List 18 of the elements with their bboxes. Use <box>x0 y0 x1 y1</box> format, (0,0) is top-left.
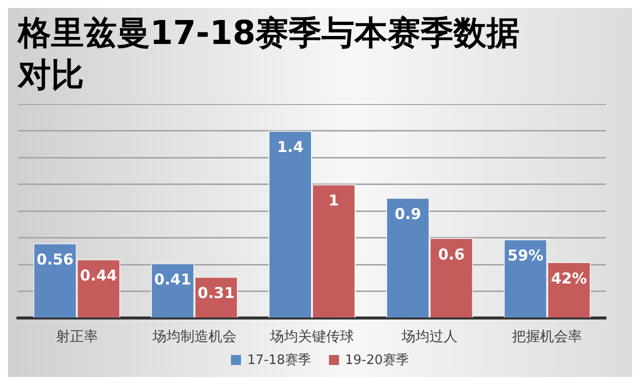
x-tick-label: 场均关键传球 <box>269 329 354 346</box>
data-label: 59% <box>507 246 544 265</box>
data-label: 0.6 <box>438 245 465 264</box>
data-label: 0.9 <box>394 205 422 224</box>
chart-title: 格里兹曼17-18赛季与本赛季数据对比 <box>18 12 521 96</box>
x-tick-label: 场均制造机会 <box>151 329 236 346</box>
data-label: 0.41 <box>154 270 192 289</box>
data-label: 0.56 <box>36 250 74 269</box>
data-label: 1.4 <box>276 138 304 156</box>
data-label: 42% <box>551 269 587 288</box>
data-label: 0.44 <box>80 266 118 285</box>
data-label: 1 <box>328 192 339 210</box>
data-label: 0.31 <box>198 284 235 302</box>
legend-label: 19-20赛季 <box>345 352 409 369</box>
x-tick-label: 把握机会率 <box>512 329 582 346</box>
legend-label: 17-18赛季 <box>247 352 311 369</box>
x-tick-label: 射正率 <box>56 329 98 346</box>
x-tick-label: 场均过人 <box>400 329 458 346</box>
